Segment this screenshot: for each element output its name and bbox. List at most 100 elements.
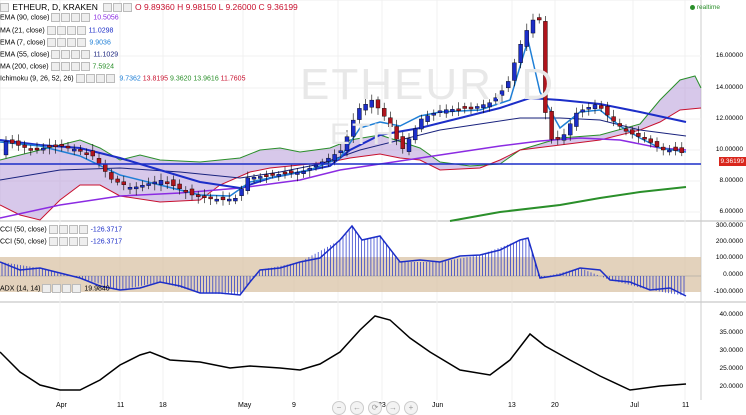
settings-icon [51, 13, 60, 22]
candle-body [258, 176, 262, 178]
candle-body [587, 107, 591, 109]
close-icon [71, 50, 80, 59]
cci-axis-label: 200.0000 [716, 238, 743, 245]
settings-icon [51, 62, 60, 71]
scroll-left-button[interactable]: ← [350, 401, 364, 415]
x-axis-label: 20 [551, 402, 559, 409]
symbol-header: ETHEUR, D, KRAKEN O 9.89360 H 9.98150 L … [0, 2, 298, 12]
candle-body [41, 148, 45, 150]
candle-body [302, 171, 306, 174]
adx-axis-label: 20.0000 [720, 383, 744, 390]
hide-icon [59, 225, 68, 234]
candle-body [4, 141, 8, 155]
candle-body [636, 133, 640, 136]
settings-icon [76, 74, 85, 83]
candle-body [667, 150, 671, 152]
candle-body [419, 119, 423, 129]
hide-icon[interactable] [113, 3, 122, 12]
candle-body [35, 148, 39, 150]
candle-body [178, 184, 182, 189]
close-icon[interactable] [123, 3, 132, 12]
candle-body [630, 130, 634, 134]
candle-body [116, 179, 120, 182]
watermark-sub: ETH [330, 118, 396, 152]
candle-body [661, 147, 665, 150]
cci-axis-label: 300.0000 [716, 222, 743, 229]
adx-axis-label: 25.0000 [720, 365, 744, 372]
legend-ema-55[interactable]: EMA (55, close) 11.1029 [0, 50, 118, 60]
adx-axis-label: 30.0000 [720, 347, 744, 354]
candle-body [407, 139, 411, 152]
close-value: C 9.36199 [259, 2, 298, 12]
settings-icon [47, 26, 56, 35]
candle-body [171, 180, 175, 186]
candle-body [593, 105, 597, 109]
candle-body [209, 197, 213, 199]
x-axis-label: Jun [432, 402, 443, 409]
watermark-symbol: ETHEUR, D [300, 60, 555, 110]
close-icon [67, 38, 76, 47]
add-icon [79, 237, 88, 246]
candle-body [314, 165, 318, 167]
legend-adx[interactable]: ADX (14, 14) 19.9840 [0, 284, 110, 294]
legend-ichimoku[interactable]: Ichimoku (9, 26, 52, 26) 9.7362 13.8195 … [0, 74, 245, 84]
collapse-icon[interactable] [0, 3, 9, 12]
hide-icon [61, 50, 70, 59]
candle-body [190, 189, 194, 195]
candle-body [264, 175, 268, 177]
legend-cci-1[interactable]: CCI (50, close) -126.3717 [0, 225, 122, 235]
scroll-right-button[interactable]: → [386, 401, 400, 415]
add-icon [77, 26, 86, 35]
cci-axis-label: 0.0000 [723, 271, 743, 278]
legend-ma-21[interactable]: MA (21, close) 11.0298 [0, 26, 113, 36]
candle-body [23, 145, 27, 148]
legend-cci-2[interactable]: CCI (50, close) -126.3717 [0, 237, 122, 247]
zoom-out-button[interactable]: − [332, 401, 346, 415]
candle-body [227, 199, 231, 201]
legend-ema-90[interactable]: EMA (90, close) 10.5056 [0, 13, 119, 23]
candle-body [289, 171, 293, 173]
candle-body [60, 144, 64, 146]
close-icon [62, 284, 71, 293]
candle-body [283, 172, 287, 174]
price-axis-label: 12.00000 [716, 115, 743, 122]
candle-body [240, 189, 244, 196]
settings-icon [42, 284, 51, 293]
legend-ema-7[interactable]: EMA (7, close) 9.9036 [0, 38, 111, 48]
legend-ma-200[interactable]: MA (200, close) 7.5924 [0, 62, 114, 72]
candle-body [153, 182, 157, 184]
candle-body [72, 149, 76, 151]
candle-body [47, 145, 51, 147]
low-value: L 9.26000 [219, 2, 257, 12]
cci-axis-label: 100.0000 [716, 254, 743, 261]
candle-body [326, 158, 330, 161]
candle-body [246, 178, 250, 191]
add-icon [81, 13, 90, 22]
candle-body [97, 158, 101, 163]
candle-body [438, 111, 442, 113]
x-axis-label: Apr [56, 402, 67, 409]
candle-body [655, 141, 659, 146]
adx-axis-label: 40.0000 [720, 311, 744, 318]
candle-body [531, 20, 535, 33]
candle-body [271, 173, 275, 175]
x-axis-label: 18 [159, 402, 167, 409]
candle-body [568, 124, 572, 135]
candle-body [66, 146, 70, 148]
hide-icon [61, 62, 70, 71]
candle-body [444, 110, 448, 114]
candle-body [680, 148, 684, 153]
price-axis-label: 16.00000 [716, 52, 743, 59]
candle-body [612, 117, 616, 122]
last-price-tag: 9.36199 [719, 157, 746, 166]
add-icon [72, 284, 81, 293]
zoom-in-button[interactable]: + [404, 401, 418, 415]
reset-button[interactable]: ⟳ [368, 401, 382, 415]
candle-body [649, 139, 653, 143]
candle-body [109, 172, 113, 179]
candle-body [85, 153, 89, 155]
candle-body [426, 116, 430, 122]
candle-body [10, 140, 14, 144]
candle-body [140, 185, 144, 187]
settings-icon[interactable] [103, 3, 112, 12]
